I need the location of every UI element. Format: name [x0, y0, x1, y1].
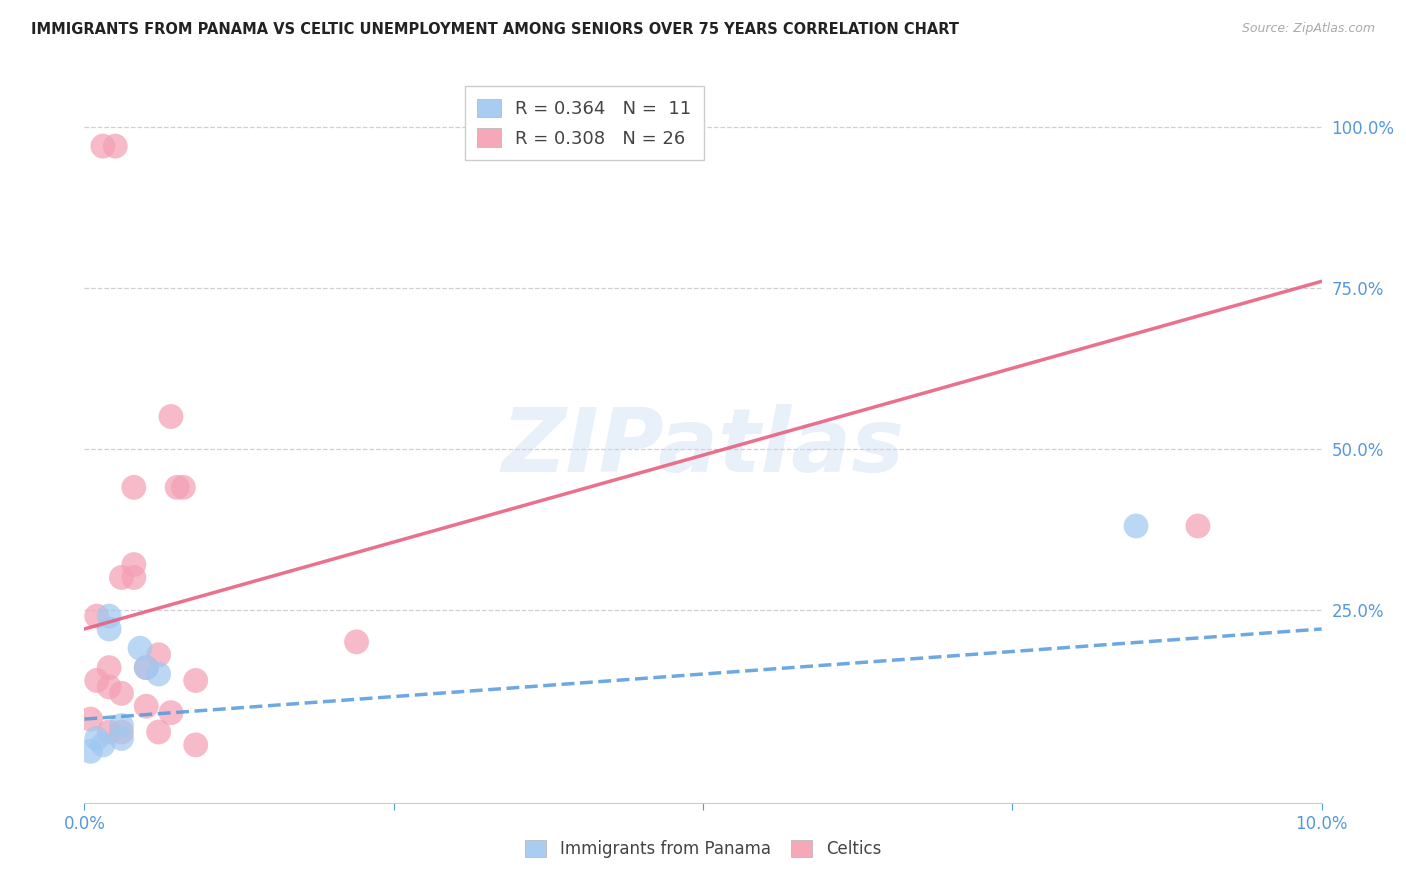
Point: [129, 641, 152, 656]
Point: [135, 660, 157, 674]
Point: [184, 738, 207, 752]
Point: [148, 725, 170, 739]
Point: [1125, 519, 1147, 533]
Point: [98, 622, 121, 636]
Point: [122, 570, 145, 584]
Point: [160, 706, 183, 720]
Point: [122, 480, 145, 494]
Point: [110, 731, 132, 746]
Point: [135, 699, 157, 714]
Point: [86, 673, 108, 688]
Point: [110, 686, 132, 700]
Point: [148, 648, 170, 662]
Point: [122, 558, 145, 572]
Point: [135, 660, 157, 674]
Point: [148, 667, 170, 681]
Point: [86, 731, 108, 746]
Point: [98, 660, 121, 674]
Point: [184, 673, 207, 688]
Point: [86, 609, 108, 624]
Point: [79, 712, 101, 726]
Text: ZIPatlas: ZIPatlas: [502, 404, 904, 491]
Point: [91, 738, 114, 752]
Point: [1187, 519, 1209, 533]
Point: [79, 744, 101, 758]
Point: [98, 609, 121, 624]
Point: [346, 635, 368, 649]
Point: [110, 725, 132, 739]
Point: [98, 725, 121, 739]
Legend: Immigrants from Panama, Celtics: Immigrants from Panama, Celtics: [519, 833, 887, 865]
Text: IMMIGRANTS FROM PANAMA VS CELTIC UNEMPLOYMENT AMONG SENIORS OVER 75 YEARS CORREL: IMMIGRANTS FROM PANAMA VS CELTIC UNEMPLO…: [31, 22, 959, 37]
Point: [166, 480, 188, 494]
Point: [104, 139, 127, 153]
Text: Source: ZipAtlas.com: Source: ZipAtlas.com: [1241, 22, 1375, 36]
Point: [172, 480, 194, 494]
Point: [110, 570, 132, 584]
Point: [110, 718, 132, 732]
Point: [98, 680, 121, 694]
Point: [160, 409, 183, 424]
Point: [91, 139, 114, 153]
